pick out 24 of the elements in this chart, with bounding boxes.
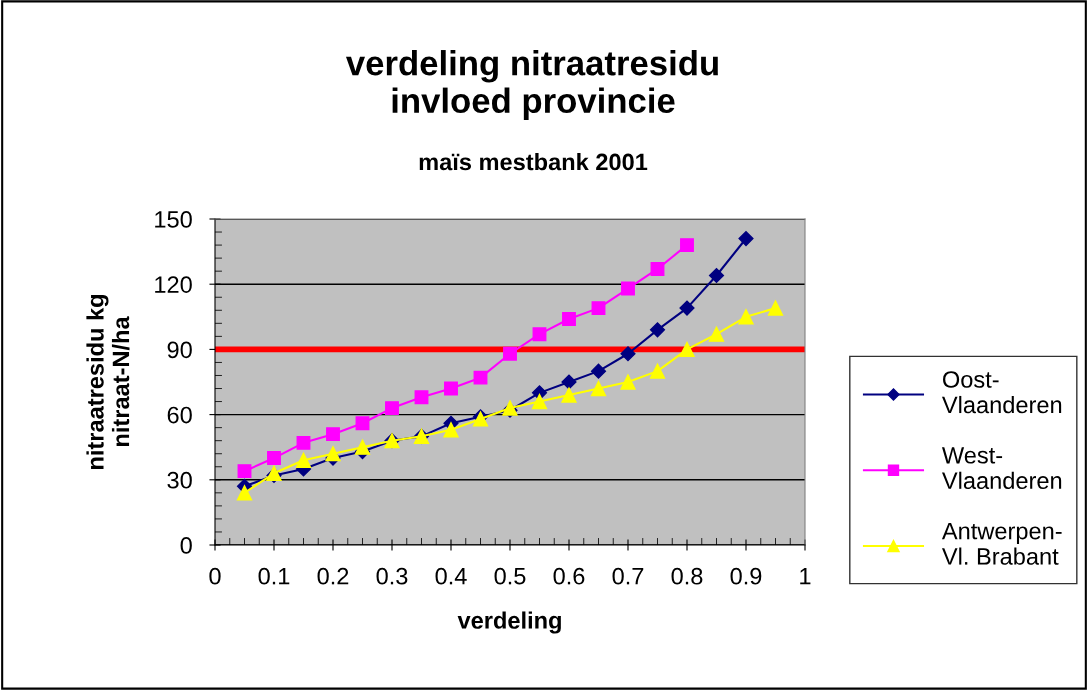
y-tick-label: 30 [167,471,192,489]
x-tick-label: 0.8 [671,567,703,585]
x-axis-title: verdeling [457,611,561,634]
x-tick-label: 0.6 [553,567,585,585]
y-tick-label: 0 [180,537,192,554]
x-tick-label: 0.5 [494,567,526,585]
legend-label: Antwerpen- Vl. Brabant [941,522,1062,565]
legend-label: Oost- Vlaanderen [941,371,1062,414]
x-tick-label: 0.7 [612,567,644,585]
x-tick-label: 0.9 [730,567,762,585]
chart-title: verdeling nitraatresidu invloed provincie [345,50,718,120]
legend-label: West- Vlaanderen [941,447,1062,490]
x-tick-label: 1 [800,568,811,585]
y-axis-title: nitraatresidu kg nitraat-N/ha [86,295,130,469]
y-tick-label: 150 [155,211,192,228]
x-tick-label: 0.3 [376,567,408,585]
x-tick-label: 0 [209,567,221,585]
chart-subtitle: maïs mestbank 2001 [419,153,648,171]
y-tick-label: 120 [155,276,192,293]
y-tick-label: 90 [167,341,192,359]
x-tick-label: 0.4 [435,567,467,585]
x-tick-label: 0.1 [258,567,290,585]
y-tick-label: 60 [167,406,192,424]
x-tick-label: 0.2 [317,567,349,585]
